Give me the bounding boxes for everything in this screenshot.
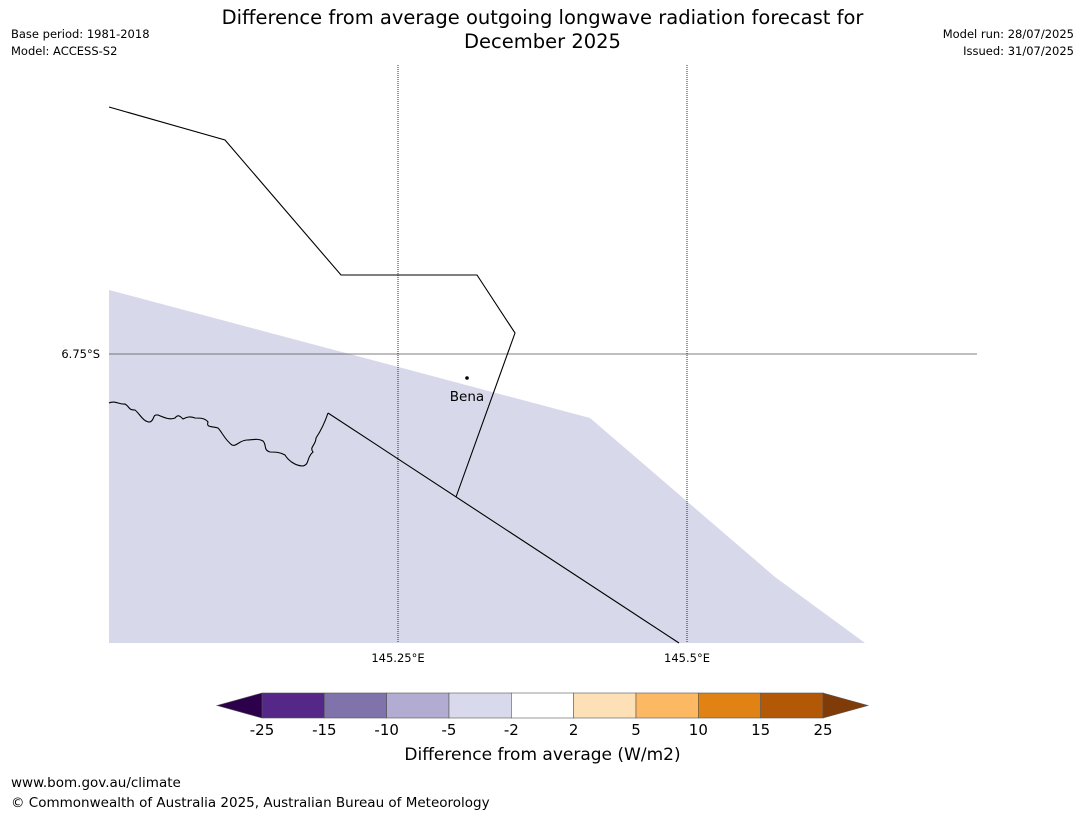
colorbar-segment bbox=[511, 692, 574, 719]
lat-label-6-75s: 6.75°S bbox=[61, 347, 100, 361]
province-boundary-south bbox=[327, 412, 680, 644]
colorbar-segment bbox=[261, 692, 325, 719]
colorbar-tick-label: 2 bbox=[569, 721, 579, 739]
colorbar-tick-label: -25 bbox=[250, 721, 275, 739]
colorbar-tick-label: -5 bbox=[442, 721, 457, 739]
colorbar-under-arrow bbox=[215, 692, 263, 719]
colorbar-segment bbox=[635, 692, 699, 719]
title-line-2: December 2025 bbox=[464, 30, 621, 53]
colorbar-segments bbox=[261, 692, 824, 719]
colorbar-tick-label: 15 bbox=[751, 721, 770, 739]
colorbar-tick-labels: -25 -15 -10 -5 -2 2 5 10 15 25 bbox=[250, 721, 833, 739]
anomaly-fill-region bbox=[109, 290, 865, 643]
colorbar-segment bbox=[386, 692, 450, 719]
colorbar-tick-label: -15 bbox=[312, 721, 337, 739]
province-boundary bbox=[108, 106, 516, 498]
base-period-text: Base period: 1981-2018 bbox=[11, 27, 150, 41]
river-line bbox=[108, 401, 329, 467]
colorbar-title: Difference from average (W/m2) bbox=[404, 745, 681, 765]
title-line-1: Difference from average outgoing longwav… bbox=[221, 6, 864, 29]
colorbar-tick-label: 5 bbox=[631, 721, 641, 739]
issued-text: Issued: 31/07/2025 bbox=[963, 44, 1074, 58]
lon-label-145-25e: 145.25°E bbox=[371, 651, 424, 665]
colorbar-segment bbox=[448, 692, 512, 719]
meta-left: Base period: 1981-2018 Model: ACCESS-S2 bbox=[11, 26, 150, 60]
map-title: Difference from average outgoing longwav… bbox=[0, 6, 1085, 54]
colorbar-segment bbox=[324, 692, 387, 719]
colorbar-segment bbox=[573, 692, 637, 719]
meta-right: Model run: 28/07/2025 Issued: 31/07/2025 bbox=[943, 26, 1074, 60]
model-text: Model: ACCESS-S2 bbox=[11, 44, 118, 58]
colorbar-tick-label: 10 bbox=[689, 721, 708, 739]
colorbar-segment bbox=[698, 692, 761, 719]
colorbar-tick-label: 25 bbox=[813, 721, 832, 739]
bena-town-marker bbox=[465, 376, 469, 380]
colorbar-tick-label: -2 bbox=[504, 721, 519, 739]
model-run-text: Model run: 28/07/2025 bbox=[942, 27, 1074, 41]
colorbar-tick-label: -10 bbox=[374, 721, 399, 739]
bena-label: Bena bbox=[450, 389, 484, 405]
footer-url[interactable]: www.bom.gov.au/climate bbox=[11, 775, 181, 791]
lon-label-145-5e: 145.5°E bbox=[664, 651, 710, 665]
colorbar-segment bbox=[760, 692, 824, 719]
colorbar-over-arrow bbox=[822, 692, 870, 719]
footer-copyright: © Commonwealth of Australia 2025, Austra… bbox=[11, 795, 490, 811]
